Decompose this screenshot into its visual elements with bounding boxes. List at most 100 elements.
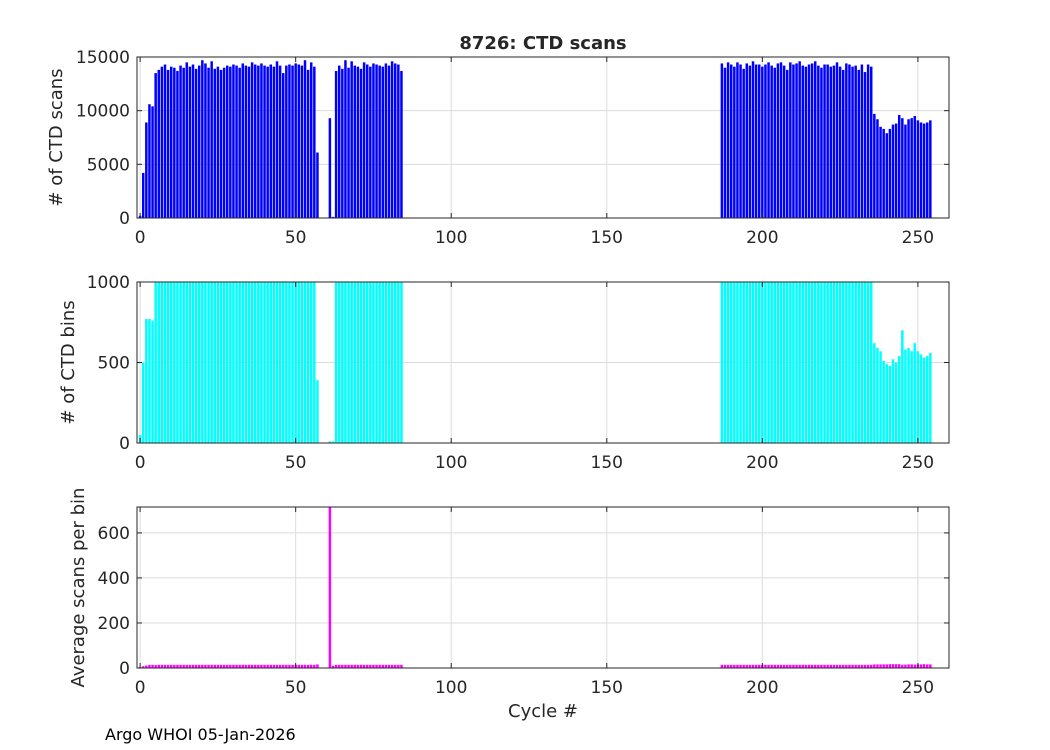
bar-cycle-18 <box>194 664 198 668</box>
bar-cycle-78 <box>381 282 385 443</box>
bar-cycle-221 <box>826 64 829 218</box>
bar-cycle-205 <box>776 282 780 443</box>
bar-cycle-79 <box>384 63 388 218</box>
bar-cycle-243 <box>894 664 898 668</box>
bar-cycle-213 <box>801 65 805 218</box>
y-tick-label: 15000 <box>76 48 130 68</box>
bar-cycle-19 <box>197 65 201 218</box>
bar-cycle-77 <box>378 664 381 668</box>
bar-cycle-12 <box>176 282 179 443</box>
bar-cycle-249 <box>913 664 917 668</box>
bar-cycle-222 <box>829 282 833 443</box>
bar-cycle-16 <box>188 664 192 668</box>
bar-cycle-198 <box>754 282 758 443</box>
bar-cycle-28 <box>225 282 229 443</box>
bar-cycle-213 <box>801 282 805 443</box>
bar-cycle-66 <box>344 282 347 443</box>
bar-cycle-247 <box>907 664 910 668</box>
bar-cycle-83 <box>397 64 400 218</box>
bar-cycle-30 <box>232 282 235 443</box>
bar-cycle-53 <box>303 60 307 218</box>
bar-cycle-187 <box>720 282 724 443</box>
bar-cycle-43 <box>272 282 276 443</box>
bar-cycle-240 <box>885 364 889 443</box>
bar-cycle-253 <box>925 356 929 443</box>
bar-cycle-34 <box>244 65 248 218</box>
bar-cycle-209 <box>789 62 792 219</box>
bar-cycle-15 <box>185 62 189 219</box>
bar-cycle-217 <box>813 664 817 668</box>
bar-cycle-39 <box>260 282 263 443</box>
bar-cycle-229 <box>851 664 854 668</box>
bar-cycle-241 <box>888 365 892 443</box>
bar-cycle-84 <box>400 282 403 443</box>
y-axis-label: Average scans per bin <box>68 488 89 688</box>
x-tick-label: 0 <box>135 228 146 248</box>
bar-cycle-1 <box>141 172 145 218</box>
bar-cycle-11 <box>173 664 176 668</box>
bar-cycle-233 <box>863 664 867 668</box>
bar-cycle-61 <box>328 441 332 443</box>
bar-cycle-29 <box>229 282 232 443</box>
bar-cycle-76 <box>375 64 378 218</box>
bar-cycle-245 <box>901 664 904 668</box>
bar-cycle-64 <box>337 664 341 668</box>
bar-cycle-231 <box>857 664 861 668</box>
bar-cycle-222 <box>829 664 833 668</box>
x-tick-label: 50 <box>285 228 307 248</box>
bar-cycle-84 <box>400 664 403 668</box>
bar-cycle-22 <box>207 67 210 218</box>
bar-cycle-219 <box>820 282 823 443</box>
bar-cycle-209 <box>789 282 792 443</box>
bar-cycle-2 <box>145 122 148 218</box>
bar-cycle-201 <box>764 64 767 218</box>
bar-cycle-5 <box>154 73 157 218</box>
bar-cycle-252 <box>922 357 926 443</box>
bar-cycle-211 <box>795 63 798 218</box>
bar-cycle-68 <box>350 61 353 218</box>
bar-cycle-23 <box>210 664 213 668</box>
panel-bins: 0 50 100 150 200 250 0 500 1000 # of CTD bins <box>58 273 950 473</box>
bar-cycle-31 <box>235 282 238 443</box>
bar-cycle-1 <box>141 362 145 443</box>
bar-cycle-221 <box>826 282 829 443</box>
bar-cycle-238 <box>879 351 882 443</box>
bar-cycle-217 <box>813 61 817 218</box>
bar-cycle-74 <box>369 282 372 443</box>
bar-cycle-72 <box>362 62 366 219</box>
bar-cycle-244 <box>897 356 901 443</box>
bar-cycle-75 <box>372 664 375 668</box>
bar-cycle-231 <box>857 282 861 443</box>
bar-cycle-70 <box>356 664 360 668</box>
bar-cycle-7 <box>160 664 164 668</box>
x-tick-label: 150 <box>591 228 623 248</box>
bar-cycle-15 <box>185 282 189 443</box>
bar-cycle-250 <box>916 120 920 218</box>
y-tick-label: 5000 <box>87 155 130 175</box>
x-tick-label: 200 <box>746 678 778 698</box>
bar-cycle-79 <box>384 664 388 668</box>
bar-cycle-24 <box>213 282 217 443</box>
bar-cycle-50 <box>294 282 297 443</box>
bar-cycle-209 <box>789 664 792 668</box>
bar-cycle-49 <box>291 65 294 218</box>
bar-cycle-203 <box>770 282 773 443</box>
bar-cycle-11 <box>173 67 176 218</box>
bar-cycle-39 <box>260 664 263 668</box>
bar-cycle-44 <box>275 664 279 668</box>
bar-cycle-237 <box>876 348 879 443</box>
bar-cycle-32 <box>238 282 241 443</box>
bar-cycle-192 <box>736 664 739 668</box>
bar-cycle-231 <box>857 69 861 218</box>
bar-cycle-252 <box>922 123 926 218</box>
bar-cycle-83 <box>397 664 400 668</box>
bar-cycle-250 <box>916 351 920 443</box>
bar-cycle-21 <box>204 63 207 218</box>
bar-cycle-9 <box>166 664 170 668</box>
bar-cycle-219 <box>820 67 823 218</box>
bar-cycle-52 <box>300 65 304 218</box>
bar-cycle-203 <box>770 65 773 218</box>
bar-cycle-218 <box>817 65 820 218</box>
bar-cycle-233 <box>863 72 867 218</box>
bar-cycle-77 <box>378 282 381 443</box>
